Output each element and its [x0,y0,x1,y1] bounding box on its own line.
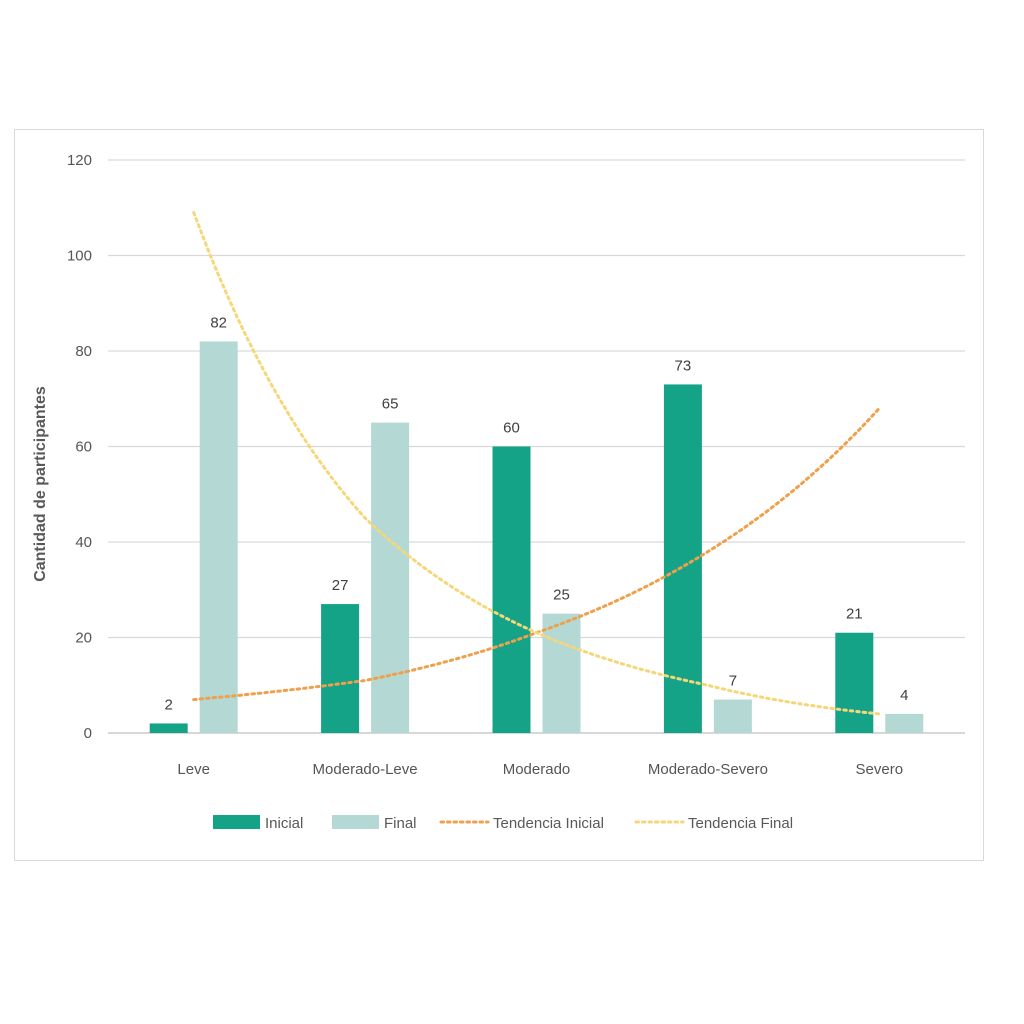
y-tick-label: 120 [67,152,92,169]
trendline-final [192,211,881,716]
legend: Inicial Final Tendencia Inicial Tendencia F… [213,815,793,832]
x-axis-categories: Leve Moderado-Leve Moderado Moderado-Severo… [177,761,903,778]
data-labels: 2 82 27 65 60 25 73 7 21 4 [165,314,909,713]
bar-final [885,713,924,733]
y-tick-label: 60 [75,439,92,456]
bar-inicial [835,632,874,733]
y-axis-title: Cantidad de participantes [32,386,49,582]
bar-inicial [492,446,531,733]
data-label: 2 [165,696,173,713]
x-category-label: Moderado [503,761,571,778]
legend-swatch [213,815,260,829]
data-label: 27 [332,577,349,594]
legend-label: Tendencia Inicial [493,815,604,832]
bar-final [371,422,410,733]
bar-final [542,613,581,733]
bar-inicial [321,604,360,733]
y-tick-label: 100 [67,248,92,265]
trendlines [192,211,881,716]
legend-label: Inicial [265,815,303,832]
bar-final [713,699,752,733]
data-label: 82 [210,314,227,331]
legend-label: Final [384,815,417,832]
trendline-inicial [192,406,881,702]
y-axis-ticks: 0 20 40 60 80 100 120 [67,152,92,742]
legend-swatch [332,815,379,829]
bar-inicial [149,723,188,733]
gridlines [108,159,965,734]
bar-final [199,341,238,733]
bars [149,341,924,733]
data-label: 73 [675,357,692,374]
x-category-label: Moderado-Severo [648,761,768,778]
legend-label: Tendencia Final [688,815,793,832]
data-label: 60 [503,420,520,437]
data-label: 25 [553,587,570,604]
x-category-label: Leve [177,761,210,778]
x-category-label: Moderado-Leve [313,761,418,778]
y-tick-label: 40 [75,534,92,551]
y-tick-label: 20 [75,630,92,647]
y-tick-label: 0 [84,725,92,742]
x-category-label: Severo [856,761,904,778]
data-label: 21 [846,606,863,623]
data-label: 65 [382,396,399,413]
data-label: 7 [729,673,737,690]
y-tick-label: 80 [75,343,92,360]
data-label: 4 [900,687,908,704]
